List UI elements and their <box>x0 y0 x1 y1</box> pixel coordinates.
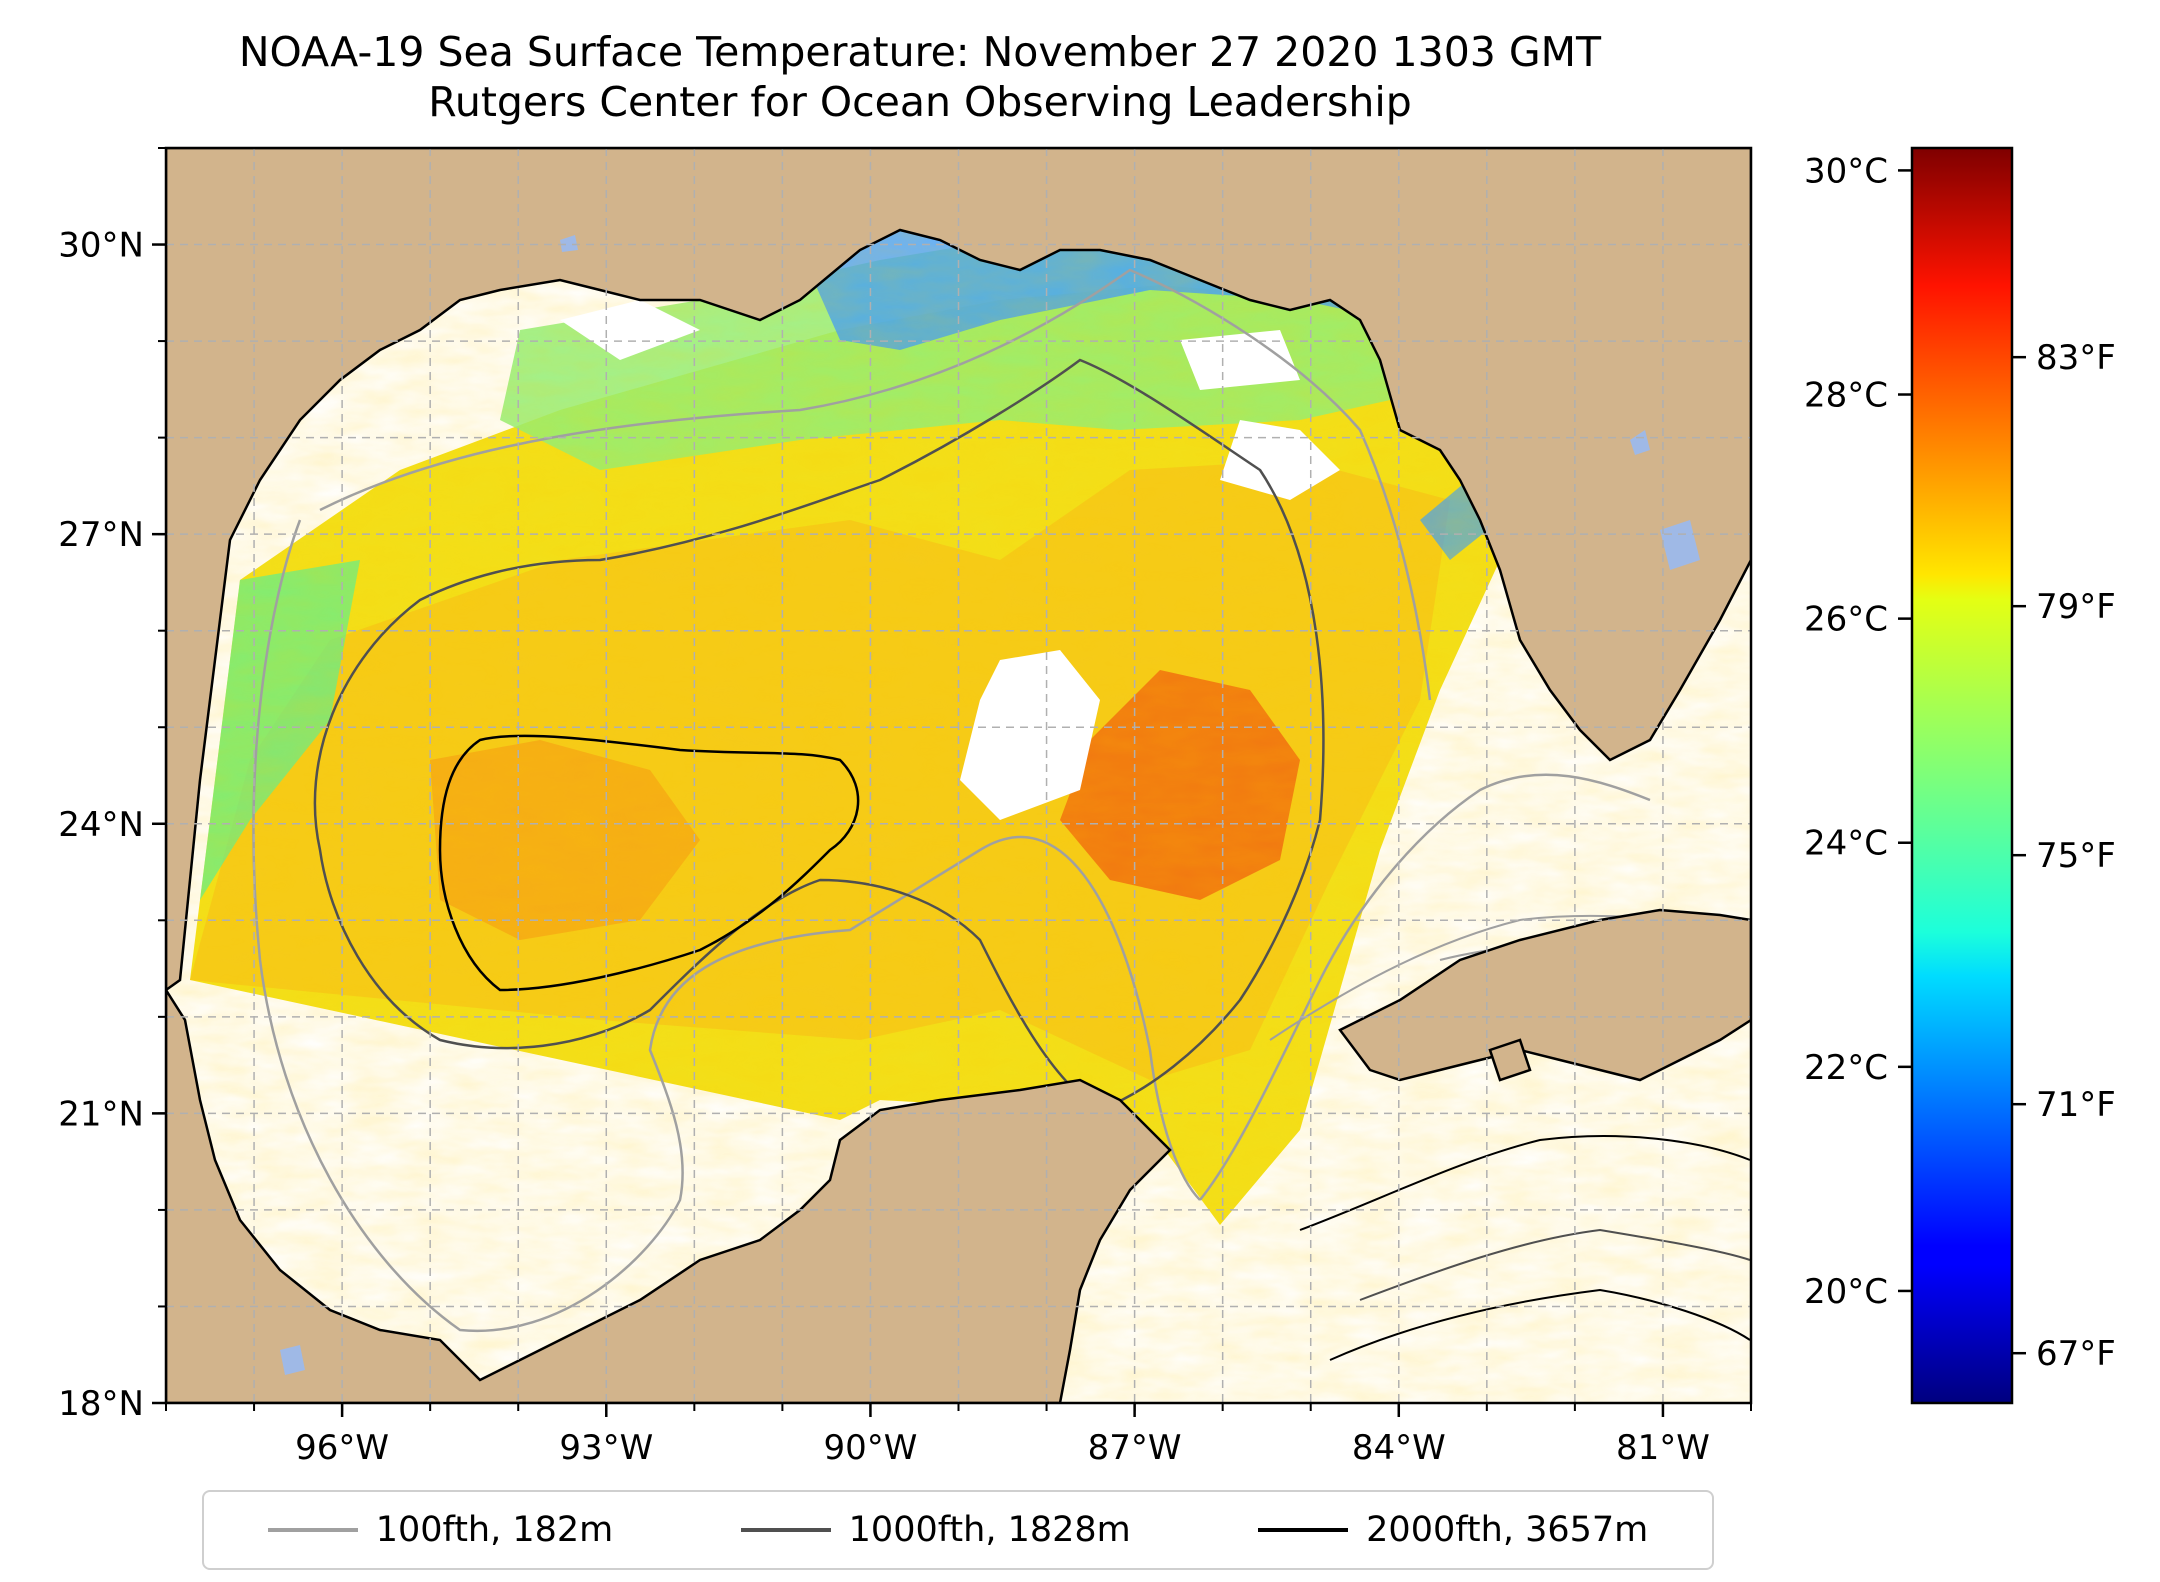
map-subtitle: Rutgers Center for Ocean Observing Leade… <box>428 78 1412 126</box>
lat-tick-label: 27°N <box>58 515 144 555</box>
colorbar-f-label: 75°F <box>2036 836 2116 876</box>
lon-tick-label: 93°W <box>559 1428 653 1468</box>
map-title: NOAA-19 Sea Surface Temperature: Novembe… <box>238 28 1602 76</box>
colorbar: 20°C 22°C 24°C 26°C 28°C 30°C 67°F 71°F 75°F 79°… <box>1804 146 2116 1405</box>
legend-item-1000fth: 1000fth, 1828m <box>740 1510 1131 1550</box>
lat-tick-label: 30°N <box>58 226 144 266</box>
lon-tick-label: 81°W <box>1616 1428 1710 1468</box>
colorbar-c-label: 22°C <box>1804 1048 1888 1088</box>
lat-tick-label: 18°N <box>58 1384 144 1424</box>
lon-tick-label: 87°W <box>1088 1428 1182 1468</box>
lat-tick-label: 24°N <box>58 805 144 845</box>
colorbar-c-label: 28°C <box>1804 376 1888 416</box>
colorbar-c-label: 24°C <box>1804 824 1888 864</box>
colorbar-f-label: 67°F <box>2036 1334 2116 1374</box>
colorbar-gradient <box>1910 146 2014 1405</box>
legend-swatch <box>740 1528 831 1532</box>
lon-tick-label: 96°W <box>295 1428 389 1468</box>
lon-axis: 96°W 93°W 90°W 87°W 84°W 81°W <box>165 1403 1752 1468</box>
lon-tick-label: 90°W <box>823 1428 917 1468</box>
legend-label: 1000fth, 1828m <box>848 1510 1131 1550</box>
lat-axis: 18°N 21°N 24°N 27°N 30°N <box>58 147 166 1424</box>
map-area <box>166 148 1751 1403</box>
legend-item-2000fth: 2000fth, 3657m <box>1258 1510 1648 1550</box>
colorbar-f-label: 71°F <box>2036 1085 2116 1125</box>
bathymetry-legend: 100fth, 182m 1000fth, 1828m 2000fth, 365… <box>202 1490 1714 1570</box>
gridlines <box>166 148 1751 1403</box>
legend-label: 100fth, 182m <box>375 1510 614 1550</box>
legend-swatch <box>267 1528 358 1532</box>
land-masses <box>166 148 1751 1403</box>
legend-item-100fth: 100fth, 182m <box>267 1510 614 1550</box>
colorbar-c-label: 20°C <box>1804 1272 1888 1312</box>
legend-swatch <box>1258 1528 1349 1532</box>
lakes <box>280 235 1700 1375</box>
colorbar-c-label: 26°C <box>1804 600 1888 640</box>
colorbar-c-label: 30°C <box>1804 151 1888 191</box>
lat-tick-label: 21°N <box>58 1094 144 1134</box>
lon-tick-label: 84°W <box>1352 1428 1446 1468</box>
colorbar-f-label: 83°F <box>2036 338 2116 378</box>
colorbar-fahrenheit-ticks: 67°F 71°F 75°F 79°F 83°F <box>2012 338 2116 1374</box>
legend-label: 2000fth, 3657m <box>1366 1510 1649 1550</box>
colorbar-f-label: 79°F <box>2036 587 2116 627</box>
colorbar-celsius-ticks: 20°C 22°C 24°C 26°C 28°C 30°C <box>1804 151 1912 1312</box>
